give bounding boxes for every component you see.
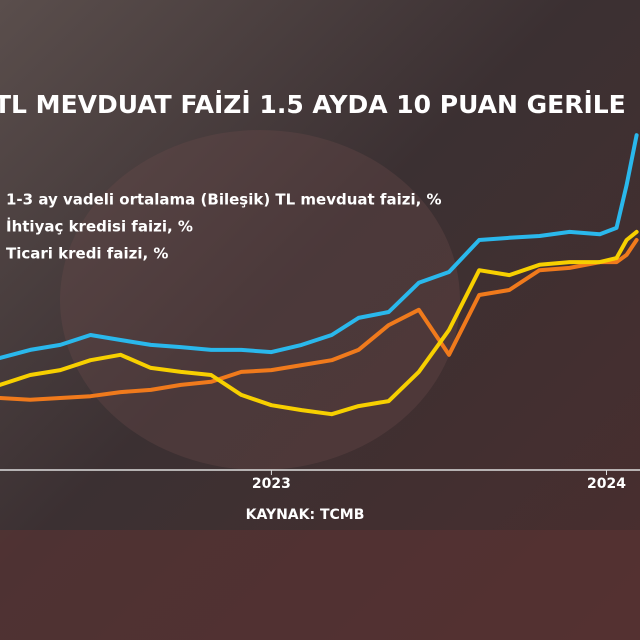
background-band	[0, 530, 640, 640]
x-tick-label: 2023	[252, 476, 291, 492]
legend-label: 1-3 ay vadeli ortalama (Bileşik) TL mevd…	[6, 191, 442, 209]
legend-label: İhtiyaç kredisi faizi, %	[6, 217, 193, 236]
background-note	[60, 130, 460, 470]
source: KAYNAK: TCMB	[246, 507, 365, 523]
series-line	[0, 238, 639, 402]
legend-label: Ticari kredi faizi, %	[6, 245, 168, 263]
chart-title: TL MEVDUAT FAİZİ 1.5 AYDA 10 PUAN GERİLE	[0, 89, 626, 119]
series-line	[0, 133, 639, 360]
x-tick-label: 2024	[587, 476, 626, 492]
series-line	[0, 229, 639, 417]
